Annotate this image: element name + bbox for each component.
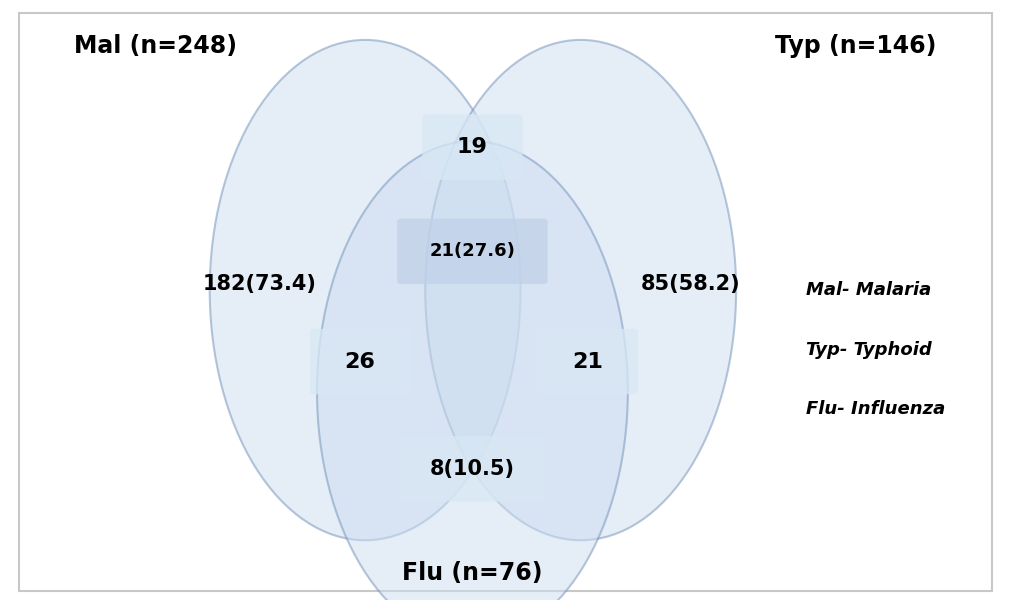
- Text: 21(27.6): 21(27.6): [430, 242, 516, 260]
- Ellipse shape: [317, 141, 628, 604]
- Text: Mal- Malaria: Mal- Malaria: [807, 281, 931, 299]
- FancyBboxPatch shape: [538, 329, 638, 394]
- Text: Mal (n=248): Mal (n=248): [75, 34, 238, 58]
- Ellipse shape: [426, 40, 736, 540]
- FancyBboxPatch shape: [399, 436, 545, 501]
- FancyBboxPatch shape: [310, 329, 410, 394]
- Text: 26: 26: [345, 352, 375, 371]
- Text: 85(58.2): 85(58.2): [641, 274, 741, 294]
- Text: 182(73.4): 182(73.4): [203, 274, 316, 294]
- Text: Typ- Typhoid: Typ- Typhoid: [807, 341, 932, 359]
- Ellipse shape: [209, 40, 521, 540]
- Text: Flu- Influenza: Flu- Influenza: [807, 400, 945, 418]
- FancyBboxPatch shape: [423, 114, 523, 180]
- FancyBboxPatch shape: [19, 13, 992, 591]
- Text: 19: 19: [457, 137, 488, 157]
- Text: 21: 21: [572, 352, 604, 371]
- Text: Typ (n=146): Typ (n=146): [775, 34, 936, 58]
- Text: Flu (n=76): Flu (n=76): [402, 561, 543, 585]
- Text: 8(10.5): 8(10.5): [430, 459, 515, 479]
- FancyBboxPatch shape: [397, 219, 548, 284]
